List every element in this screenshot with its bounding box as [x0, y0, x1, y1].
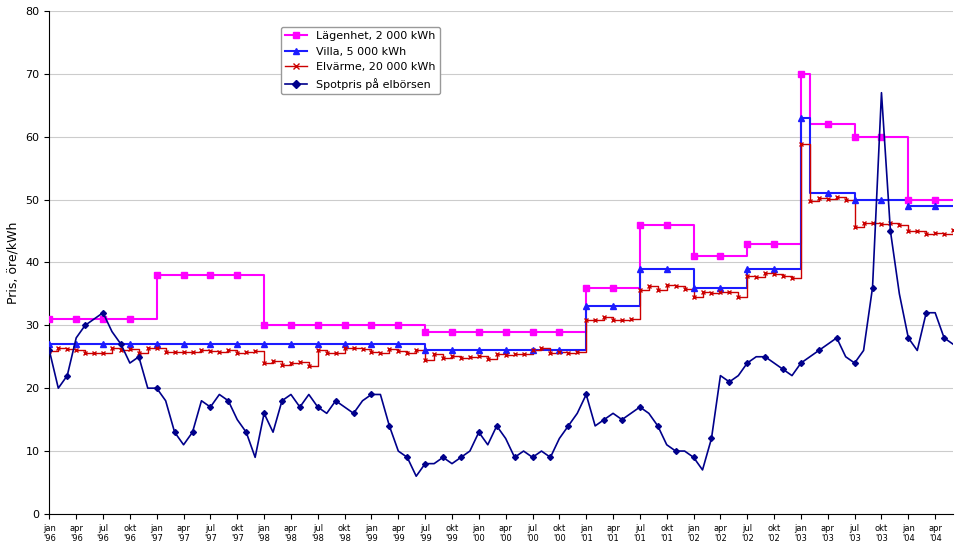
- Legend: Lägenhet, 2 000 kWh, Villa, 5 000 kWh, Elvärme, 20 000 kWh, Spotpris på elbörsen: Lägenhet, 2 000 kWh, Villa, 5 000 kWh, E…: [281, 26, 441, 94]
- Y-axis label: Pris, öre/kWh: Pris, öre/kWh: [7, 221, 20, 304]
